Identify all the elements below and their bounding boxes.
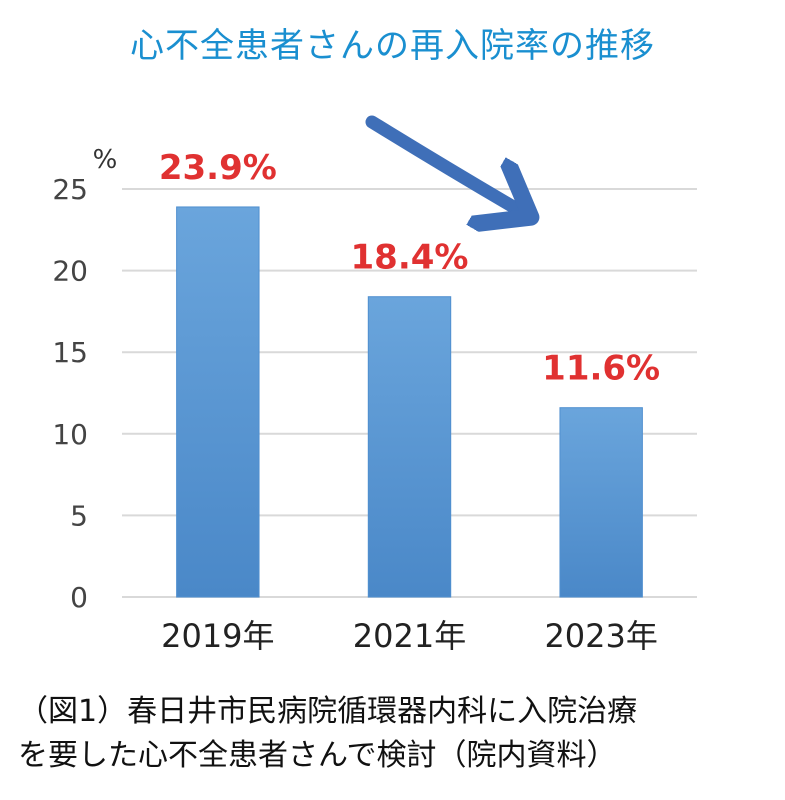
trend-arrow: [365, 115, 522, 212]
x-tick-label-0: 2019年: [161, 617, 274, 655]
x-tick-label-1: 2021年: [353, 617, 466, 655]
y-tick-label-3: 15: [52, 336, 88, 369]
y-tick-label-0: 0: [70, 581, 88, 614]
caption-line-1: （図1）春日井市民病院循環器内科に入院治療: [18, 694, 638, 729]
y-tick-label-5: 25: [52, 173, 88, 206]
figure-caption: （図1）春日井市民病院循環器内科に入院治療 を要した心不全患者さんで検討（院内資…: [18, 690, 778, 778]
y-tick-label-4: 20: [52, 255, 88, 288]
data-labels: 23.9% 18.4% 11.6%: [159, 148, 660, 389]
y-tick-label-1: 5: [70, 499, 88, 532]
bar-1: [367, 296, 452, 598]
y-tick-label-2: 10: [52, 418, 88, 451]
bar-2: [559, 407, 643, 598]
data-label-1: 18.4%: [351, 238, 469, 278]
chart-title: 心不全患者さんの再入院率の推移: [130, 26, 655, 66]
bars: [176, 206, 643, 598]
caption-line-2: を要した心不全患者さんで検討（院内資料）: [18, 738, 617, 773]
data-label-2: 11.6%: [542, 349, 660, 389]
bar-0: [176, 206, 260, 598]
y-axis-unit-label: %: [93, 145, 118, 175]
data-label-0: 23.9%: [159, 148, 277, 188]
x-tick-label-2: 2023年: [544, 617, 657, 655]
y-axis-ticks: 0 5 10 15 20 25: [52, 173, 88, 614]
x-axis-ticks: 2019年 2021年 2023年: [161, 617, 658, 655]
